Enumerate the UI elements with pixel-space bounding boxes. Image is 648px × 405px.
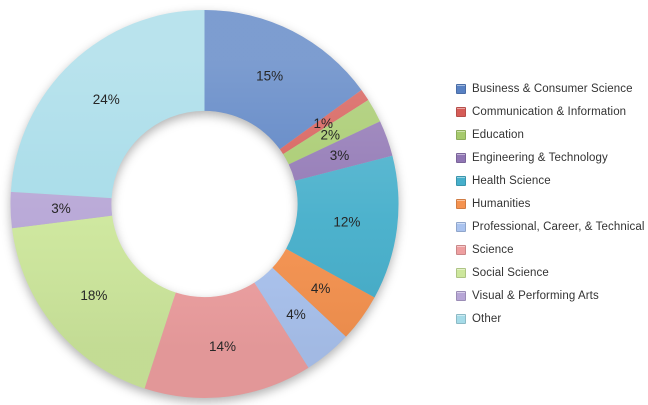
legend-item-health-science: Health Science — [456, 169, 644, 192]
legend-swatch-icon — [456, 152, 466, 163]
legend-swatch-icon — [456, 83, 466, 94]
chart-legend: Business & Consumer Science Communication… — [456, 77, 644, 330]
slice-label-health-science: 12% — [333, 214, 360, 229]
slice-label-humanities: 4% — [311, 281, 331, 296]
legend-item-label: Visual & Performing Arts — [472, 289, 599, 302]
slice-label-professional-career-technical: 4% — [286, 307, 306, 322]
legend-swatch-icon — [456, 129, 466, 140]
slice-label-engineering-technology: 3% — [330, 148, 350, 163]
slice-label-visual-performing-arts: 3% — [51, 201, 71, 216]
slice-label-business-consumer-science: 15% — [256, 69, 283, 84]
legend-swatch-icon — [456, 221, 466, 232]
legend-item-label: Social Science — [472, 266, 549, 279]
legend-item-label: Business & Consumer Science — [472, 82, 633, 95]
legend-item-label: Professional, Career, & Technical — [472, 220, 645, 233]
legend-item-label: Engineering & Technology — [472, 151, 608, 164]
slice-label-science: 14% — [209, 339, 236, 354]
legend-item-label: Health Science — [472, 174, 551, 187]
legend-item-education: Education — [456, 123, 644, 146]
slice-label-social-science: 18% — [80, 288, 107, 303]
legend-item-label: Other — [472, 312, 502, 325]
legend-item-communication-information: Communication & Information — [456, 100, 644, 123]
legend-item-visual-performing-arts: Visual & Performing Arts — [456, 284, 644, 307]
donut-chart: 15% 1%2% 3% 12% 4% 4% 14% 18% 3% 24% — [10, 10, 399, 398]
legend-item-humanities: Humanities — [456, 192, 644, 215]
legend-item-engineering-technology: Engineering & Technology — [456, 146, 644, 169]
legend-swatch-icon — [456, 290, 466, 301]
legend-item-science: Science — [456, 238, 644, 261]
legend-item-other: Other — [456, 307, 644, 330]
ring-sheen-overlay — [10, 10, 399, 398]
legend-item-label: Science — [472, 243, 514, 256]
slice-label-education: 2% — [321, 127, 341, 142]
legend-item-label: Education — [472, 128, 525, 141]
legend-swatch-icon — [456, 106, 466, 117]
slice-label-other: 24% — [93, 92, 120, 107]
legend-item-label: Humanities — [472, 197, 531, 210]
legend-item-professional-career-technical: Professional, Career, & Technical — [456, 215, 644, 238]
legend-item-social-science: Social Science — [456, 261, 644, 284]
legend-swatch-icon — [456, 313, 466, 324]
legend-swatch-icon — [456, 198, 466, 209]
legend-swatch-icon — [456, 244, 466, 255]
legend-swatch-icon — [456, 175, 466, 186]
slice-label-communication-information: 1% — [313, 116, 333, 131]
legend-item-label: Communication & Information — [472, 105, 627, 118]
legend-swatch-icon — [456, 267, 466, 278]
legend-item-business-consumer-science: Business & Consumer Science — [456, 77, 644, 100]
donut-chart-area: 15% 1% 2% 3% 12% 4% 4% 14% 18% 3% 24% — [10, 10, 399, 398]
